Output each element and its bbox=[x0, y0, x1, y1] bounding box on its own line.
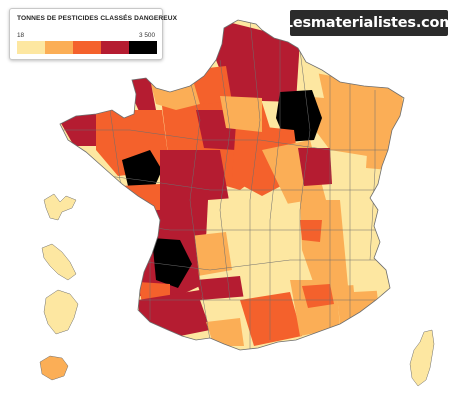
region-loiret bbox=[220, 96, 262, 132]
dept-dordogne bbox=[190, 232, 232, 276]
dept-saone-et-loire bbox=[298, 148, 332, 186]
overseas-guyane bbox=[43, 289, 79, 335]
brand-text: Lesmaterialistes.com bbox=[283, 15, 450, 31]
region-alsace bbox=[366, 100, 404, 170]
region-auvergne bbox=[250, 200, 316, 262]
region-ariege bbox=[206, 318, 244, 346]
map-legend: TONNES DE PESTICIDES CLASSÉS DANGEREUX 1… bbox=[9, 8, 177, 60]
overseas-guadeloupe bbox=[43, 193, 77, 221]
dept-marne bbox=[276, 90, 322, 142]
region-aude bbox=[240, 292, 302, 346]
dept-maine-et-loire bbox=[122, 150, 162, 188]
france-outline bbox=[59, 19, 405, 351]
overseas-martinique bbox=[41, 243, 77, 281]
brand-logo: Lesmaterialistes.com bbox=[284, 10, 450, 36]
overseas-reunion bbox=[39, 355, 69, 381]
dept-isere bbox=[300, 220, 322, 242]
dept-herault bbox=[302, 284, 334, 308]
region-champagne bbox=[292, 62, 324, 98]
legend-max-label: 3 500 bbox=[139, 32, 155, 39]
region-vendee bbox=[120, 184, 166, 230]
region-nord-picardie bbox=[216, 20, 300, 102]
legend-min-label: 18 bbox=[17, 32, 25, 39]
legend-swatch-2 bbox=[45, 41, 73, 54]
dept-gironde bbox=[152, 238, 192, 288]
legend-swatch-1 bbox=[17, 41, 45, 54]
departments bbox=[60, 20, 404, 350]
legend-color-scale bbox=[17, 41, 157, 54]
legend-swatch-3 bbox=[73, 41, 101, 54]
legend-title: TONNES DE PESTICIDES CLASSÉS DANGEREUX bbox=[17, 15, 178, 22]
legend-swatch-5 bbox=[129, 41, 157, 54]
legend-swatch-4 bbox=[101, 41, 129, 54]
corsica bbox=[409, 329, 435, 387]
region-manche bbox=[132, 76, 156, 118]
region-finistere bbox=[60, 112, 104, 146]
